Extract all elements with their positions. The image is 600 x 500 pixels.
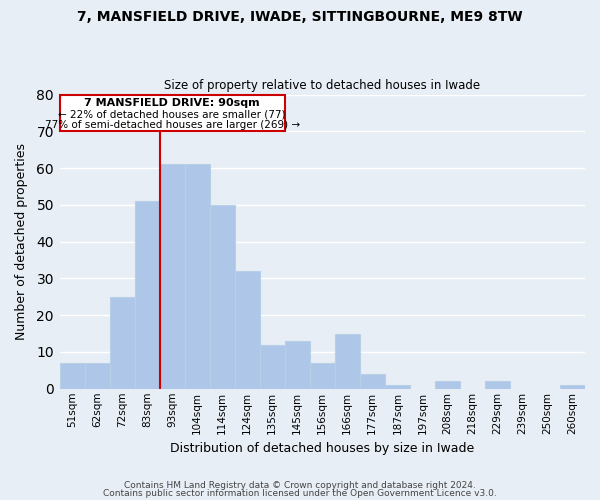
Y-axis label: Number of detached properties: Number of detached properties	[15, 143, 28, 340]
Text: Contains HM Land Registry data © Crown copyright and database right 2024.: Contains HM Land Registry data © Crown c…	[124, 481, 476, 490]
Text: 7 MANSFIELD DRIVE: 90sqm: 7 MANSFIELD DRIVE: 90sqm	[85, 98, 260, 108]
Bar	[360, 374, 385, 389]
Bar	[185, 164, 209, 389]
Bar	[235, 271, 260, 389]
Text: 77% of semi-detached houses are larger (269) →: 77% of semi-detached houses are larger (…	[44, 120, 299, 130]
Bar	[59, 363, 85, 389]
FancyBboxPatch shape	[59, 94, 285, 132]
Bar	[134, 201, 160, 389]
Bar	[209, 205, 235, 389]
Bar	[560, 385, 585, 389]
Title: Size of property relative to detached houses in Iwade: Size of property relative to detached ho…	[164, 79, 481, 92]
X-axis label: Distribution of detached houses by size in Iwade: Distribution of detached houses by size …	[170, 442, 475, 455]
Bar	[435, 382, 460, 389]
Bar	[285, 341, 310, 389]
Bar	[85, 363, 110, 389]
Bar	[385, 385, 410, 389]
Text: Contains public sector information licensed under the Open Government Licence v3: Contains public sector information licen…	[103, 488, 497, 498]
Bar	[310, 363, 335, 389]
Bar	[335, 334, 360, 389]
Text: 7, MANSFIELD DRIVE, IWADE, SITTINGBOURNE, ME9 8TW: 7, MANSFIELD DRIVE, IWADE, SITTINGBOURNE…	[77, 10, 523, 24]
Bar	[160, 164, 185, 389]
Bar	[485, 382, 510, 389]
Bar	[260, 344, 285, 389]
Bar	[110, 297, 134, 389]
Text: ← 22% of detached houses are smaller (77): ← 22% of detached houses are smaller (77…	[58, 110, 286, 120]
